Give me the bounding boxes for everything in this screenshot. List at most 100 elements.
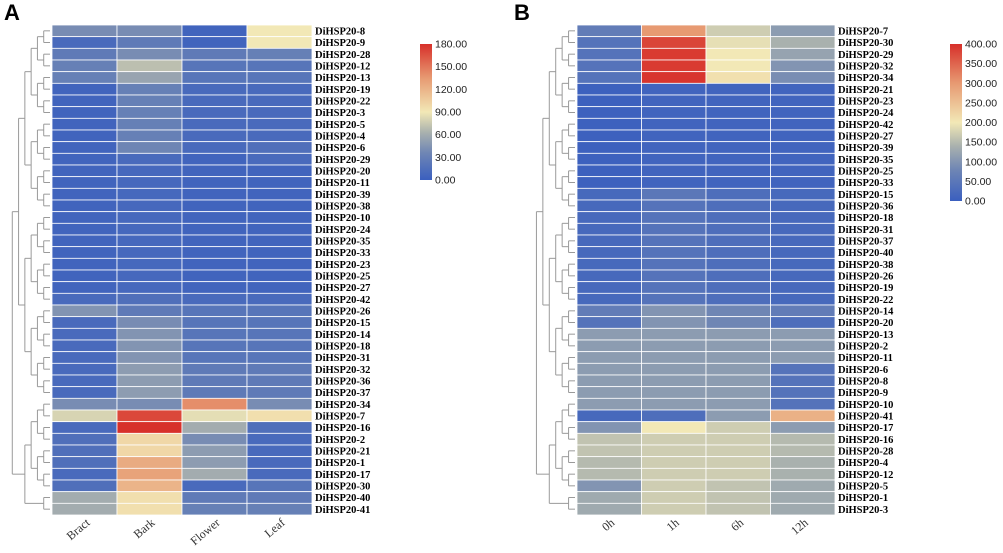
row-label: DiHSP20-31 (838, 225, 893, 236)
heatmap-cell (51, 164, 118, 178)
heatmap-cell (770, 467, 836, 481)
row-label: DiHSP20-33 (838, 178, 893, 189)
heatmap-cell (705, 269, 771, 283)
heatmap-cell (51, 386, 118, 399)
heatmap-cell (51, 281, 118, 294)
heatmap-cell (641, 304, 707, 318)
row-label: DiHSP20-9 (315, 38, 365, 49)
heatmap-cell (116, 47, 183, 61)
column-label: Leaf (262, 515, 288, 540)
heatmap-cell (641, 386, 707, 399)
heatmap-cell (181, 199, 248, 213)
row-label: DiHSP20-3 (838, 505, 888, 516)
heatmap-cell (51, 257, 118, 271)
row-label: DiHSP20-37 (838, 236, 893, 247)
heatmap-cell (641, 502, 707, 516)
heatmap-cell (116, 82, 183, 96)
heatmap-cell (51, 374, 118, 388)
row-label: DiHSP20-8 (315, 26, 365, 37)
heatmap-cell (641, 211, 707, 224)
heatmap-cell (641, 176, 707, 189)
heatmap-cell (705, 106, 771, 119)
heatmap-cell (181, 176, 248, 189)
heatmap-cell (770, 502, 836, 516)
heatmap-cell (576, 94, 642, 108)
row-label: DiHSP20-8 (838, 376, 888, 387)
heatmap-cell (51, 129, 118, 143)
column-label: 6h (728, 515, 746, 533)
heatmap-cell (116, 351, 183, 364)
heatmap-cell (576, 491, 642, 504)
row-label: DiHSP20-11 (315, 178, 370, 189)
heatmap-cell (181, 24, 248, 38)
heatmap-cell (116, 199, 183, 213)
heatmap-cell (705, 281, 771, 294)
heatmap-cell (770, 129, 836, 143)
heatmap-cell (576, 362, 642, 376)
heatmap-cell (246, 234, 313, 248)
heatmap-cell (576, 187, 642, 201)
heatmap-cell (246, 106, 313, 119)
heatmap-cell (705, 176, 771, 189)
heatmap-cell (641, 234, 707, 248)
heatmap-cell (705, 362, 771, 376)
heatmap-cell (51, 491, 118, 504)
heatmap-cell (181, 106, 248, 119)
heatmap-cell (576, 257, 642, 271)
heatmap-cell (181, 421, 248, 434)
heatmap-cell (51, 82, 118, 96)
column-label: 0h (599, 515, 617, 533)
row-label: DiHSP20-11 (838, 353, 893, 364)
heatmap-cell (576, 339, 642, 353)
heatmap-cell (770, 292, 836, 306)
heatmap-cell (51, 432, 118, 446)
heatmap-cell (576, 222, 642, 236)
heatmap-cell (246, 362, 313, 376)
row-label: DiHSP20-22 (838, 295, 893, 306)
row-label: DiHSP20-40 (315, 493, 370, 504)
heatmap-cell (705, 444, 771, 458)
heatmap-cell (246, 409, 313, 423)
row-label: DiHSP20-28 (315, 50, 370, 61)
row-label: DiHSP20-37 (315, 388, 370, 399)
row-label: DiHSP20-28 (838, 446, 893, 457)
heatmap-cell (770, 269, 836, 283)
heatmap-cell (770, 187, 836, 201)
color-scale-tick: 0.00 (965, 196, 986, 208)
heatmap-cell (51, 47, 118, 61)
heatmap-cell (51, 71, 118, 84)
heatmap-cell (181, 59, 248, 73)
heatmap-cell (576, 36, 642, 49)
heatmap-cell (116, 222, 183, 236)
heatmap-cell (246, 117, 313, 131)
heatmap-cell (641, 199, 707, 213)
heatmap-cell (705, 316, 771, 329)
heatmap-cell (51, 316, 118, 329)
heatmap-cell (641, 432, 707, 446)
heatmap-cell (181, 36, 248, 49)
heatmap-cell (641, 491, 707, 504)
heatmap-cell (116, 502, 183, 516)
heatmap-cell (181, 246, 248, 259)
heatmap-cell (576, 304, 642, 318)
heatmap-cell (770, 106, 836, 119)
heatmap-cell (181, 71, 248, 84)
color-scale-tick: 100.00 (965, 156, 997, 168)
heatmap-cell (705, 327, 771, 341)
row-label: DiHSP20-30 (838, 38, 893, 49)
heatmap-cell (116, 106, 183, 119)
heatmap-cell (705, 24, 771, 38)
heatmap-cell (51, 187, 118, 201)
heatmap-cell (705, 479, 771, 493)
heatmap-cell (116, 71, 183, 84)
heatmap-cell (116, 281, 183, 294)
heatmap-cell (181, 386, 248, 399)
heatmap-cell (576, 409, 642, 423)
heatmap-cell (705, 141, 771, 154)
color-scale-bar (420, 44, 432, 180)
heatmap-cell (576, 292, 642, 306)
heatmap-cell (51, 246, 118, 259)
heatmap-cell (641, 351, 707, 364)
row-label: DiHSP20-1 (315, 458, 365, 469)
